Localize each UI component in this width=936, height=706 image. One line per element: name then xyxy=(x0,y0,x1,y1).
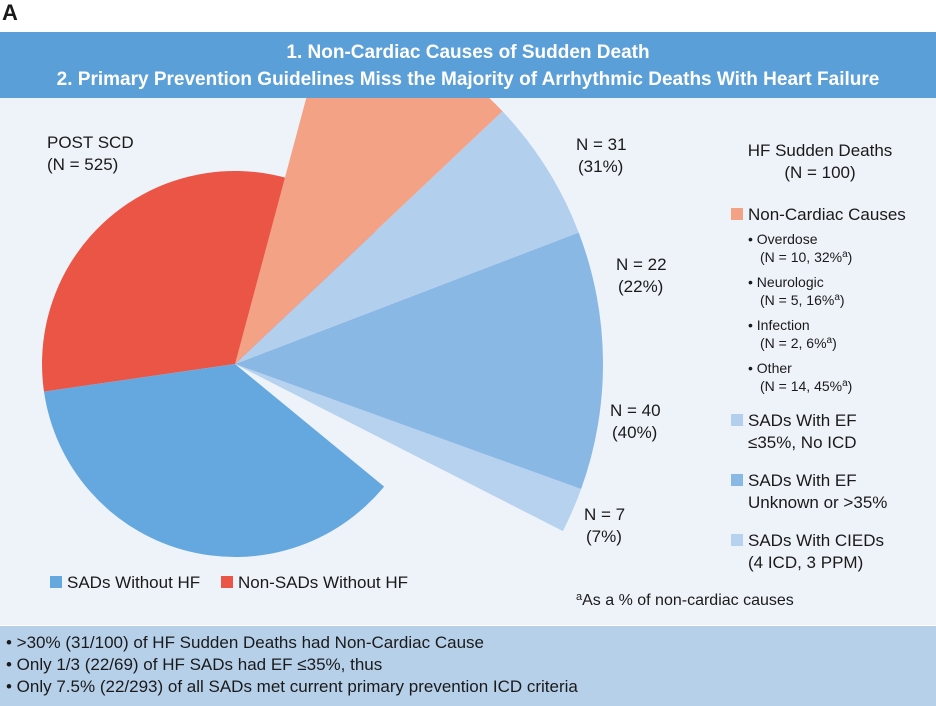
legend-sads-without-hf: SADs Without HF xyxy=(67,573,200,592)
hf-segment-n-label: N = 31 xyxy=(576,135,627,154)
legend-non-cardiac-causes-swatch xyxy=(731,208,743,220)
footer-bullet-3: • Only 7.5% (22/293) of all SADs met cur… xyxy=(6,677,578,696)
non-cardiac-subitem-count: (N = 5, 16%a) xyxy=(760,292,845,308)
footnote: aAs a % of non-cardiac causes xyxy=(576,591,794,609)
hf-segment-n-label: N = 22 xyxy=(616,255,667,274)
close-paren: ) xyxy=(848,378,853,394)
non-cardiac-subitem-name: • Infection xyxy=(748,317,810,333)
hf-segment-n-label: N = 40 xyxy=(610,401,661,420)
legend-sads-cieds: SADs With CIEDs xyxy=(748,531,884,550)
pie-chart: N = 7 (7%) N = 40 (40%) N = 22 (22%) N = 31 (31… xyxy=(42,8,906,609)
panel-label: A xyxy=(2,0,18,25)
header-line-1: 1. Non-Cardiac Causes of Sudden Death xyxy=(286,42,650,63)
pie-title: POST SCD xyxy=(47,133,134,152)
hf-segment-non-cardiac xyxy=(235,8,503,364)
hf-legend-title: HF Sudden Deaths xyxy=(748,141,893,160)
legend-sads-ef-le35: SADs With EF xyxy=(748,411,857,430)
non-cardiac-subitem-name: • Other xyxy=(748,360,792,376)
pie-slice-sads-without-hf xyxy=(43,364,385,558)
non-cardiac-subitem-count: (N = 10, 32%a) xyxy=(760,249,852,265)
chart-panel: N = 7 (7%) N = 40 (40%) N = 22 (22%) N = 31 (31… xyxy=(0,8,936,625)
legend-sads-ef-unknown: SADs With EF xyxy=(748,471,857,490)
superscript-a: a xyxy=(842,378,848,389)
pie-subtitle: (N = 525) xyxy=(47,155,118,174)
superscript-a: a xyxy=(834,292,840,303)
close-paren: ) xyxy=(848,249,853,265)
hf-segment-n-label: N = 7 xyxy=(584,505,625,524)
legend-sads-ef-le35-swatch xyxy=(731,414,743,426)
non-cardiac-subitem-name: • Overdose xyxy=(748,231,818,247)
non-cardiac-subitem-name: • Neurologic xyxy=(748,274,824,290)
non-cardiac-subitem-count: (N = 2, 6%a) xyxy=(760,335,837,351)
footnote-superscript: a xyxy=(576,591,583,603)
legend-sads-ef-unknown-line2: Unknown or >35% xyxy=(748,493,887,512)
hf-segment-sads-ef-le35 xyxy=(235,111,579,364)
legend-sads-ef-le35-line2: ≤35%, No ICD xyxy=(748,433,857,452)
footnote-text: As a % of non-cardiac causes xyxy=(582,592,794,609)
footer-bullet-2: • Only 1/3 (22/69) of HF SADs had EF ≤35… xyxy=(6,655,383,674)
header-line-2: 2. Primary Prevention Guidelines Miss th… xyxy=(56,69,880,90)
hf-segment-sads-cieds xyxy=(235,364,582,532)
footer-bullet-1: • >30% (31/100) of HF Sudden Deaths had … xyxy=(6,633,484,652)
close-paren: ) xyxy=(832,335,837,351)
non-cardiac-subitem-count: (N = 14, 45%a) xyxy=(760,378,852,394)
legend-sads-cieds-line2: (4 ICD, 3 PPM) xyxy=(748,553,863,572)
superscript-a: a xyxy=(827,335,833,346)
hf-segment-pct-label: (40%) xyxy=(612,423,657,442)
legend-non-sads-without-hf-swatch xyxy=(221,576,233,588)
legend-sads-without-hf-swatch xyxy=(50,576,62,588)
legend-non-sads-without-hf: Non-SADs Without HF xyxy=(238,573,408,592)
hf-segment-sads-ef-unknown xyxy=(235,232,604,490)
hf-segment-pct-label: (7%) xyxy=(586,527,622,546)
legend-sads-ef-unknown-swatch xyxy=(731,474,743,486)
figure-header: 1. Non-Cardiac Causes of Sudden Death 2.… xyxy=(0,32,936,98)
legend-non-cardiac-causes: Non-Cardiac Causes xyxy=(748,205,906,224)
close-paren: ) xyxy=(840,292,845,308)
superscript-a: a xyxy=(842,249,848,260)
summary-footer: • >30% (31/100) of HF Sudden Deaths had … xyxy=(0,626,936,706)
legend-sads-cieds-swatch xyxy=(731,534,743,546)
hf-legend-subtitle: (N = 100) xyxy=(784,163,855,182)
hf-segment-pct-label: (31%) xyxy=(578,157,623,176)
hf-segment-pct-label: (22%) xyxy=(618,277,663,296)
